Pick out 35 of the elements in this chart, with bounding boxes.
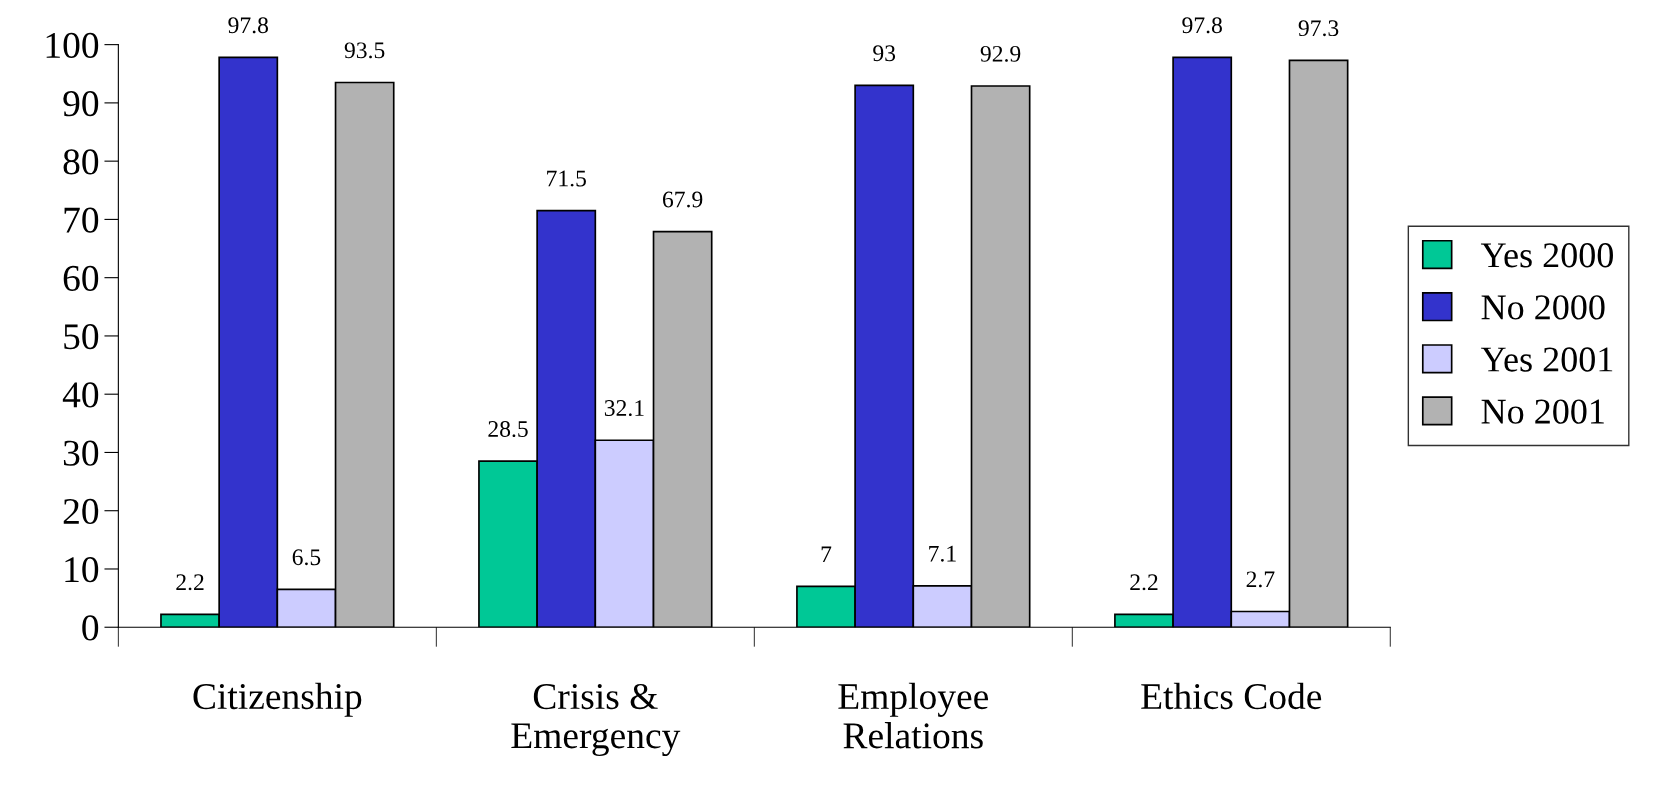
data-label: 92.9 bbox=[980, 45, 1021, 62]
data-label: 2.2 bbox=[1130, 574, 1158, 591]
data-label: 97.8 bbox=[228, 17, 269, 34]
legend-label: No 2000 bbox=[1481, 295, 1605, 320]
y-tick-label: 30 bbox=[63, 440, 99, 466]
data-label: 32.1 bbox=[604, 400, 644, 417]
y-tick-label: 70 bbox=[64, 207, 99, 233]
y-tick-label: 50 bbox=[64, 324, 99, 350]
y-tick-label: 100 bbox=[46, 32, 99, 59]
data-label: 97.3 bbox=[1298, 20, 1339, 37]
data-label: 7 bbox=[821, 546, 832, 562]
data-label: 93 bbox=[873, 45, 896, 62]
legend-label: Yes 2000 bbox=[1480, 243, 1613, 268]
data-label: 28.5 bbox=[488, 421, 528, 438]
data-label: 6.5 bbox=[292, 549, 321, 566]
data-label: 7.1 bbox=[929, 545, 956, 562]
x-tick-label: Citizenship bbox=[193, 682, 362, 717]
y-tick-label: 20 bbox=[63, 498, 99, 525]
data-label: 71.5 bbox=[547, 170, 586, 187]
y-tick-label: 10 bbox=[65, 557, 99, 583]
x-tick-label: Employee Relations bbox=[838, 682, 989, 749]
y-tick-label: 0 bbox=[82, 615, 99, 641]
data-label: 2.2 bbox=[176, 574, 204, 591]
y-tick-label: 40 bbox=[62, 382, 99, 408]
y-tick-label: 90 bbox=[63, 90, 99, 117]
x-tick-label: Crisis & Emergency bbox=[511, 683, 681, 757]
x-tick-label: Ethics Code bbox=[1141, 682, 1322, 710]
data-label: 93.5 bbox=[344, 42, 385, 59]
legend-label: Yes 2001 bbox=[1480, 347, 1613, 372]
y-tick-label: 60 bbox=[63, 265, 99, 292]
legend-label: No 2001 bbox=[1481, 399, 1604, 424]
data-label: 97.8 bbox=[1182, 17, 1222, 34]
y-tick-label: 80 bbox=[63, 149, 99, 175]
data-label: 67.9 bbox=[662, 191, 703, 208]
data-label: 2.7 bbox=[1246, 571, 1275, 588]
